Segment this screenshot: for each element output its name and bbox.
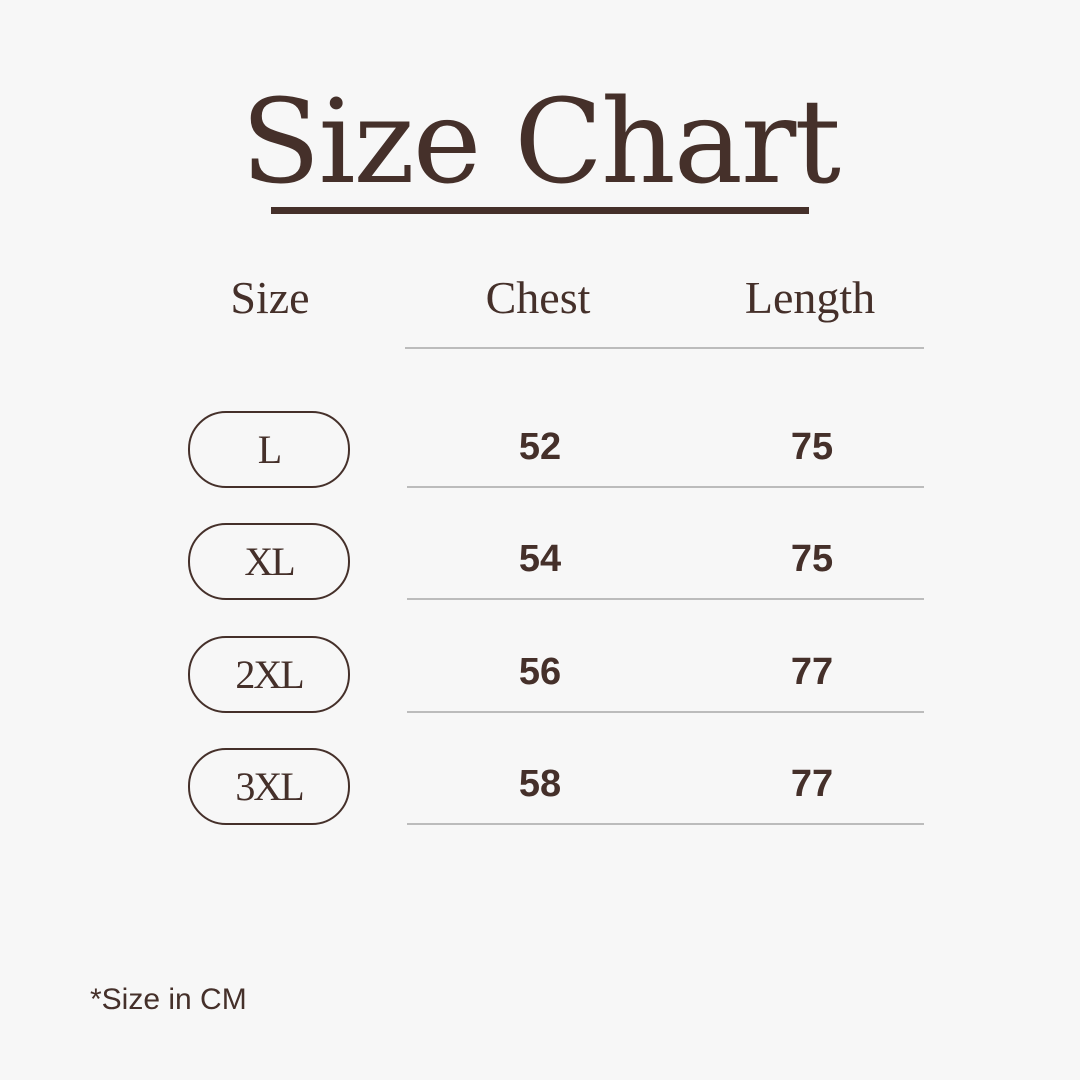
length-value: 77 (790, 763, 834, 806)
size-badge: XL (188, 523, 350, 601)
size-badge: 3XL (188, 748, 350, 826)
header-size: Size (230, 272, 310, 323)
header-chest: Chest (485, 272, 591, 323)
header-length: Length (744, 272, 876, 323)
chest-value: 56 (518, 650, 562, 693)
chest-value: 58 (518, 763, 562, 806)
length-value: 75 (790, 538, 834, 581)
row-divider (407, 823, 924, 826)
page-title: Size Chart (241, 75, 841, 210)
length-value: 75 (790, 426, 834, 468)
footnote: *Size in CM (90, 983, 247, 1016)
size-badge: 2XL (188, 635, 350, 713)
chest-value: 52 (518, 426, 562, 468)
row-divider (407, 710, 924, 713)
row-divider (407, 598, 924, 601)
length-value: 77 (790, 650, 834, 693)
size-badge: L (188, 411, 350, 488)
chest-value: 54 (518, 538, 562, 581)
title-underline (271, 207, 809, 214)
row-divider (407, 486, 924, 488)
header-divider (405, 347, 924, 349)
